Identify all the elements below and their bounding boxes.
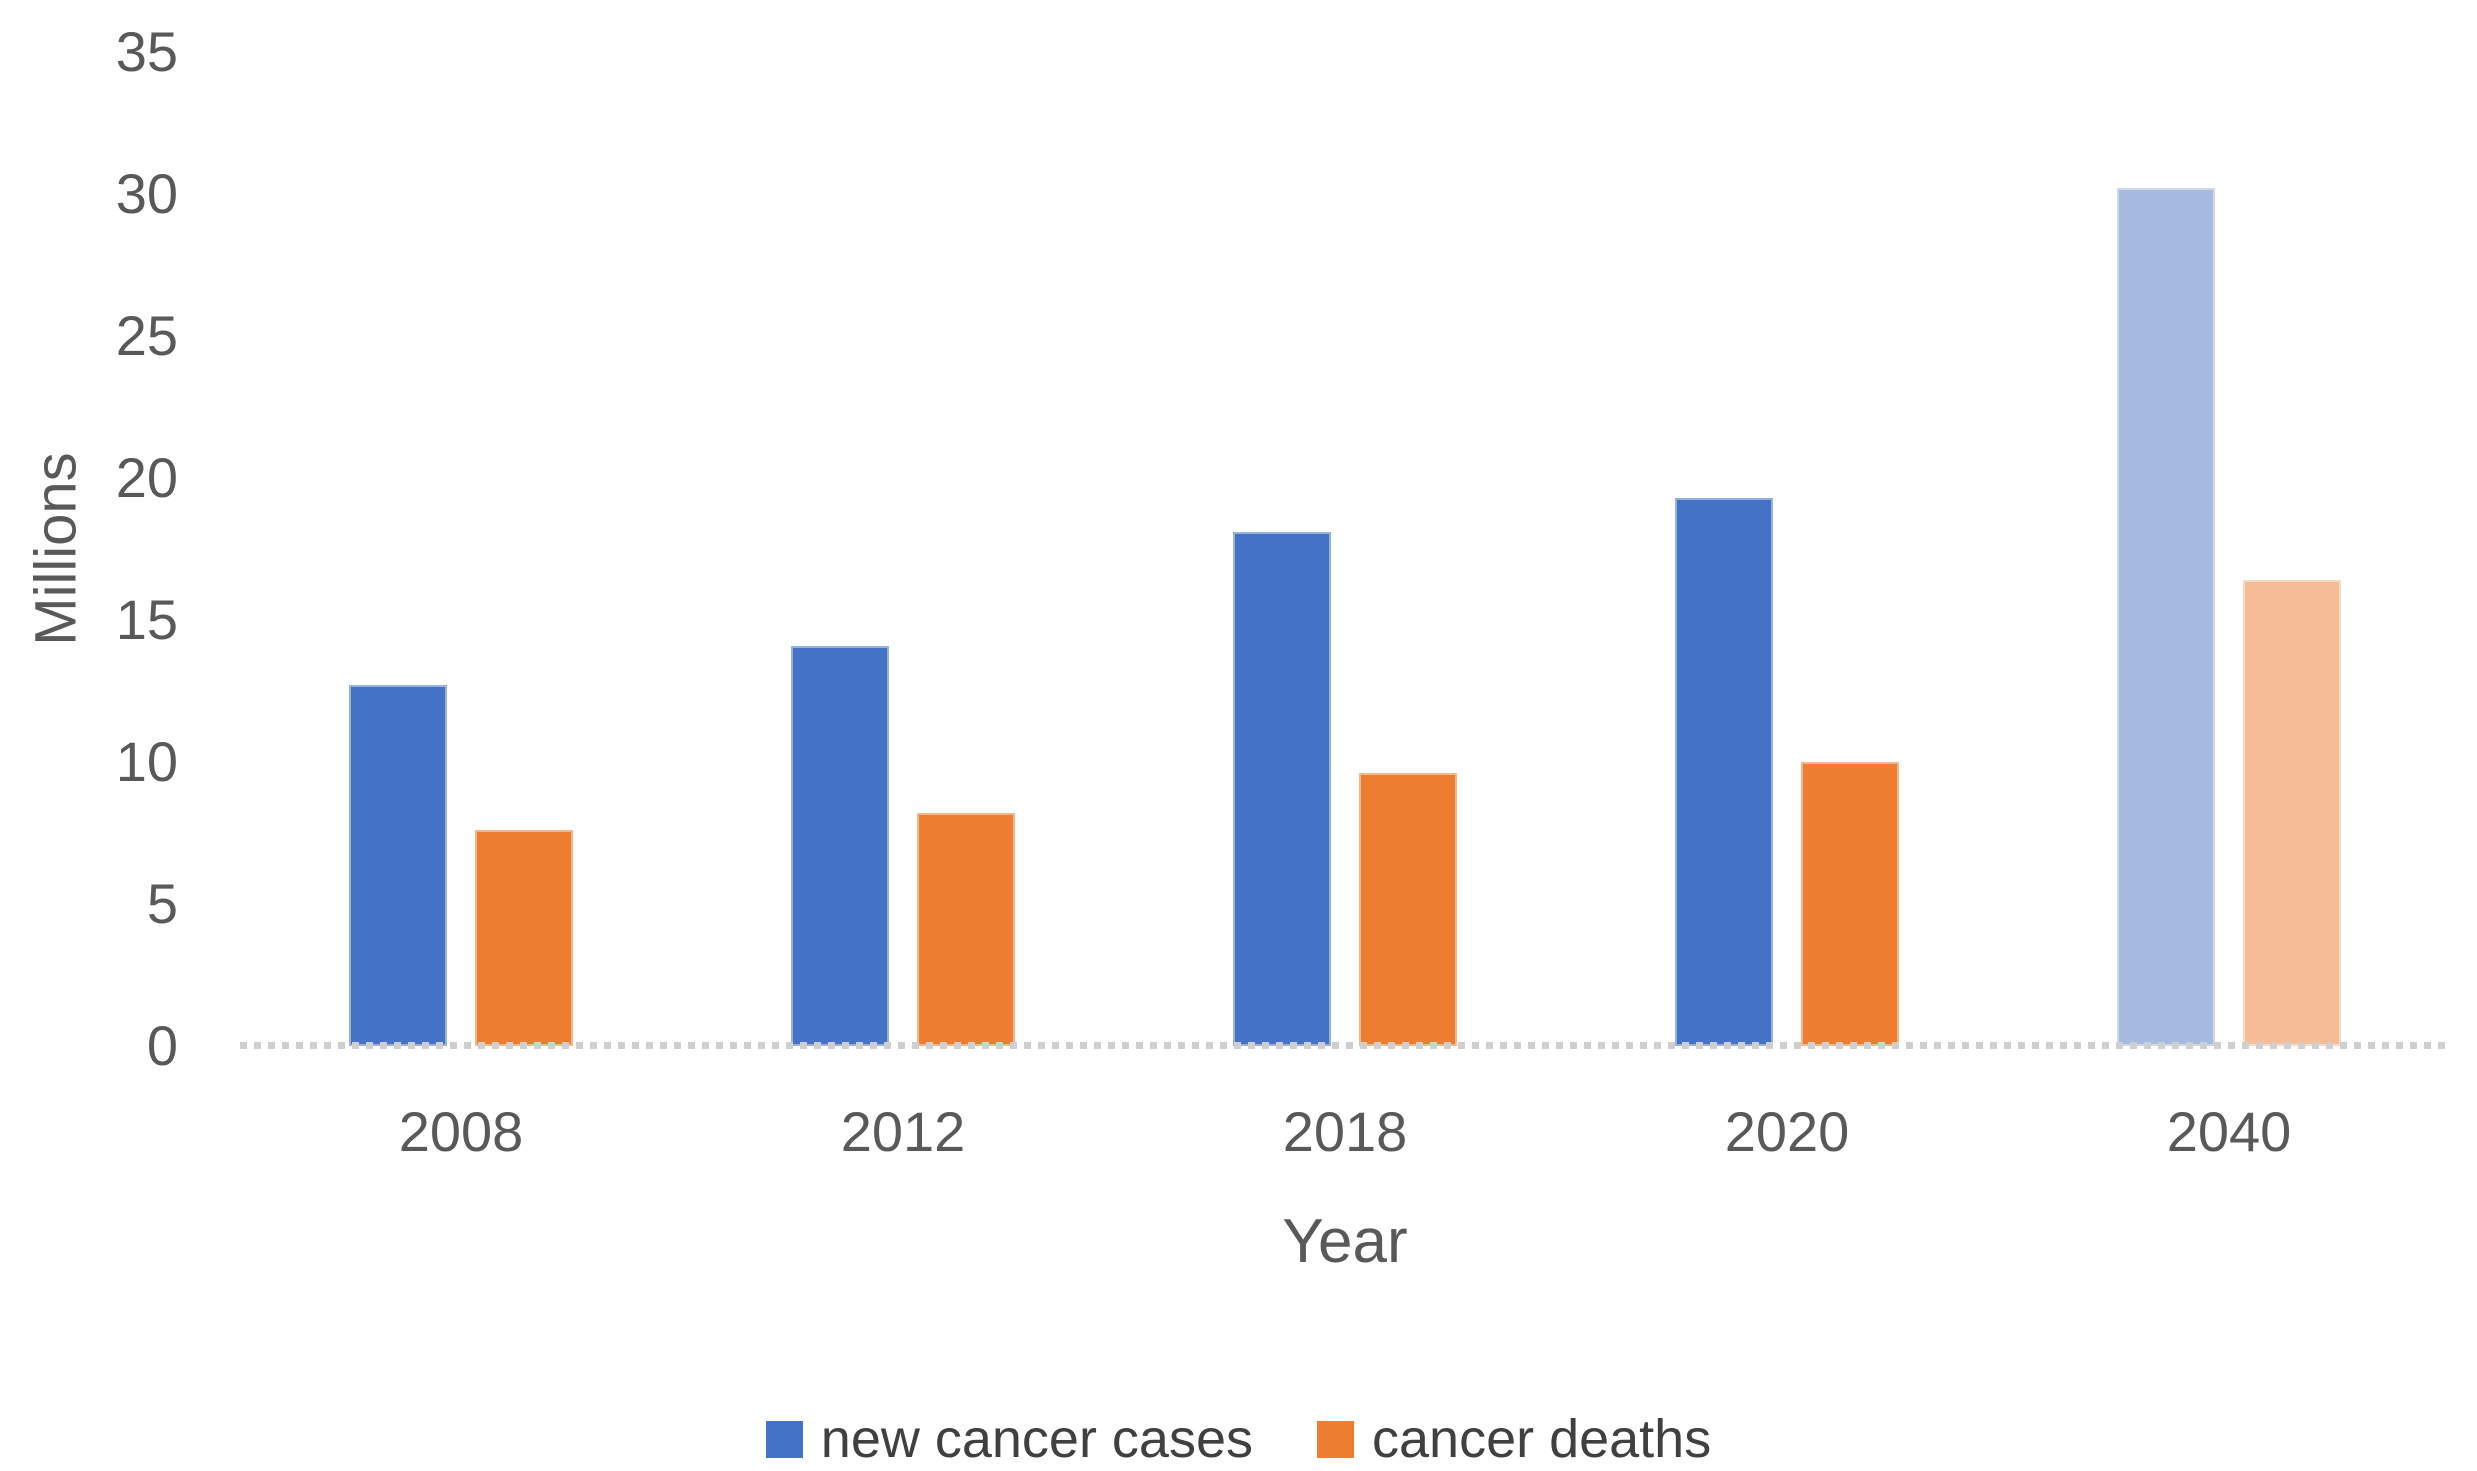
bar-2020-cancer-deaths (1801, 762, 1899, 1046)
bar-group-2020 (1566, 52, 2008, 1046)
bar-2018-new-cancer-cases (1233, 531, 1331, 1046)
bar-2040-cancer-deaths (2243, 580, 2341, 1046)
y-tick-label-15: 15 (115, 588, 178, 651)
bar-group-2012 (682, 52, 1124, 1046)
x-tick-label-2018: 2018 (1282, 1100, 1408, 1163)
y-tick-label-20: 20 (115, 446, 178, 509)
bar-2012-cancer-deaths (917, 813, 1015, 1046)
chart-legend: new cancer cases cancer deaths (0, 1408, 2477, 1470)
legend-swatch-icon (765, 1420, 803, 1458)
bar-2008-new-cancer-cases (349, 685, 447, 1046)
bar-group-2040 (2008, 52, 2450, 1046)
y-tick-label-30: 30 (115, 162, 178, 225)
y-tick-label-10: 10 (115, 730, 178, 793)
x-tick-label-2008: 2008 (398, 1100, 524, 1163)
bar-2018-cancer-deaths (1359, 773, 1457, 1046)
legend-item-cancer-deaths: cancer deaths (1317, 1408, 1711, 1470)
y-tick-label-5: 5 (146, 872, 178, 935)
x-tick-label-2020: 2020 (1724, 1100, 1850, 1163)
bar-group-2008 (240, 52, 682, 1046)
y-tick-label-0: 0 (146, 1014, 178, 1077)
x-tick-label-2040: 2040 (2166, 1100, 2292, 1163)
x-axis-title: Year (1282, 1207, 1408, 1276)
bar-2008-cancer-deaths (475, 830, 573, 1046)
x-axis-baseline (240, 1042, 2450, 1049)
legend-label: cancer deaths (1372, 1409, 1712, 1469)
legend-item-new-cancer-cases: new cancer cases (765, 1408, 1253, 1470)
legend-label: new cancer cases (820, 1409, 1253, 1469)
bar-2020-new-cancer-cases (1675, 497, 1773, 1046)
y-tick-label-25: 25 (115, 304, 178, 367)
bar-2040-new-cancer-cases (2117, 188, 2215, 1046)
legend-swatch-icon (1317, 1420, 1354, 1458)
y-tick-label-35: 35 (115, 20, 178, 83)
plot-area (240, 52, 2450, 1046)
bar-2012-new-cancer-cases (791, 645, 889, 1046)
x-axis-tick-labels: 2008 2012 2018 2020 2040 (240, 1104, 2450, 1160)
x-tick-label-2012: 2012 (840, 1100, 966, 1163)
bar-group-2018 (1124, 52, 1566, 1046)
